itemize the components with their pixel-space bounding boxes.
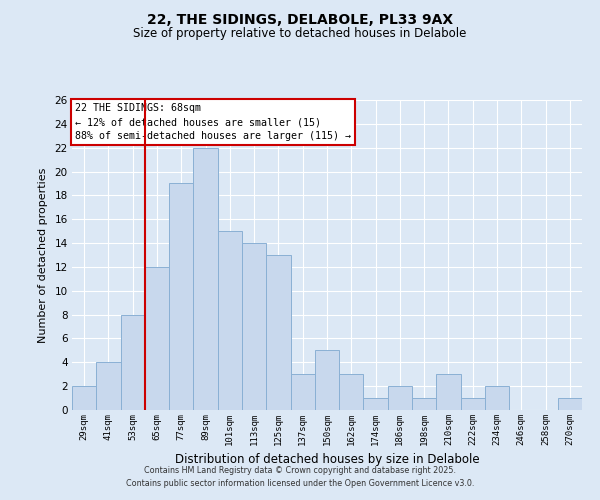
Bar (242, 243, 266, 410)
Bar (461, 398, 485, 410)
Bar (558, 398, 582, 410)
Bar (388, 386, 412, 410)
Bar (364, 398, 388, 410)
Bar (145, 267, 169, 410)
Bar (290, 374, 315, 410)
Text: 22 THE SIDINGS: 68sqm
← 12% of detached houses are smaller (15)
88% of semi-deta: 22 THE SIDINGS: 68sqm ← 12% of detached … (74, 103, 350, 141)
Bar (339, 374, 364, 410)
X-axis label: Distribution of detached houses by size in Delabole: Distribution of detached houses by size … (175, 454, 479, 466)
Y-axis label: Number of detached properties: Number of detached properties (38, 168, 47, 342)
Bar (218, 231, 242, 410)
Text: Contains HM Land Registry data © Crown copyright and database right 2025.
Contai: Contains HM Land Registry data © Crown c… (126, 466, 474, 487)
Bar (412, 398, 436, 410)
Bar (436, 374, 461, 410)
Text: Size of property relative to detached houses in Delabole: Size of property relative to detached ho… (133, 28, 467, 40)
Bar (96, 362, 121, 410)
Bar (485, 386, 509, 410)
Text: 22, THE SIDINGS, DELABOLE, PL33 9AX: 22, THE SIDINGS, DELABOLE, PL33 9AX (147, 12, 453, 26)
Bar (121, 314, 145, 410)
Bar (266, 255, 290, 410)
Bar (193, 148, 218, 410)
Bar (72, 386, 96, 410)
Bar (315, 350, 339, 410)
Bar (169, 184, 193, 410)
